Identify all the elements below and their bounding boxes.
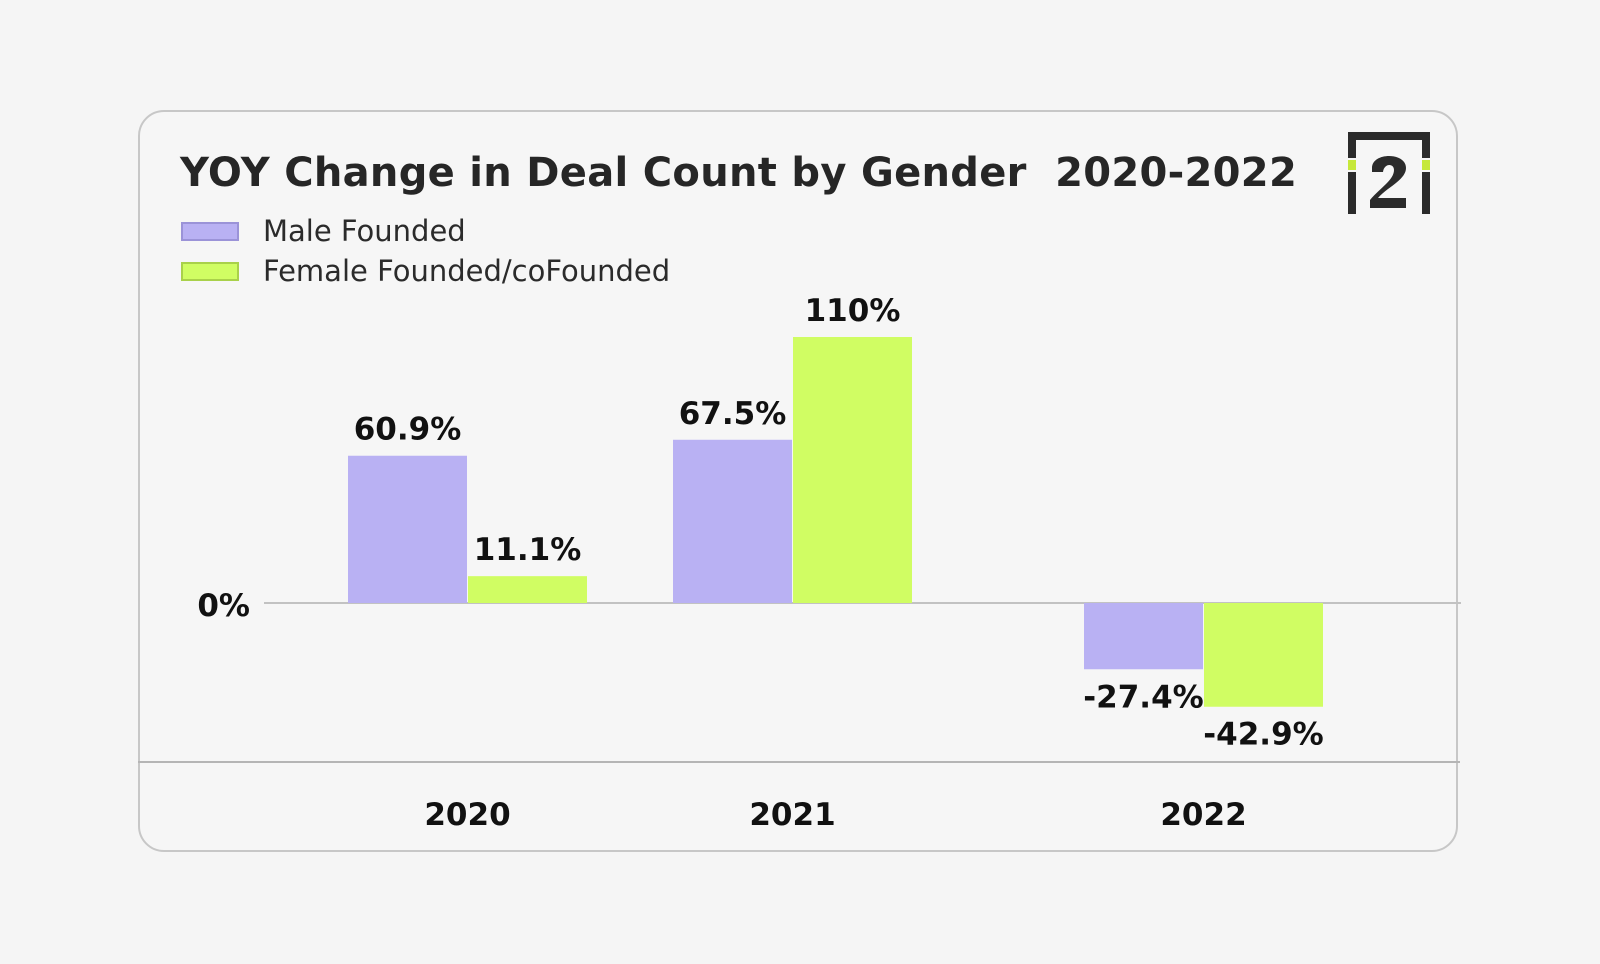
legend-swatch-female [181, 261, 239, 281]
data-label-female-2020: 11.1% [474, 532, 582, 568]
y-zero-label: 0% [197, 588, 250, 624]
legend-label-female: Female Founded/coFounded [263, 254, 671, 288]
x-tick-label-2020: 2020 [424, 797, 510, 833]
data-label-male-2021: 67.5% [679, 396, 787, 432]
x-tick-label-2022: 2022 [1160, 797, 1246, 833]
data-label-female-2022: -42.9% [1203, 717, 1323, 753]
legend-item-female: Female Founded/coFounded [181, 254, 671, 288]
legend-item-male: Male Founded [181, 214, 466, 248]
legend-swatch-male [181, 221, 239, 241]
legend-label-male: Male Founded [263, 214, 466, 248]
bar-female-2022 [1204, 603, 1323, 707]
bar-male-2020 [348, 455, 467, 603]
x-tick-label-2021: 2021 [749, 797, 835, 833]
chart-title: YOY Change in Deal Count by Gender 2020-… [180, 150, 1298, 196]
bar-female-2021 [793, 337, 912, 603]
data-label-female-2021: 110% [805, 293, 901, 329]
i2-logo [1348, 132, 1430, 214]
bar-male-2022 [1084, 603, 1203, 670]
bar-female-2020 [468, 576, 587, 603]
data-label-male-2020: 60.9% [354, 412, 462, 448]
data-label-male-2022: -27.4% [1083, 679, 1203, 715]
bar-male-2021 [673, 439, 792, 603]
